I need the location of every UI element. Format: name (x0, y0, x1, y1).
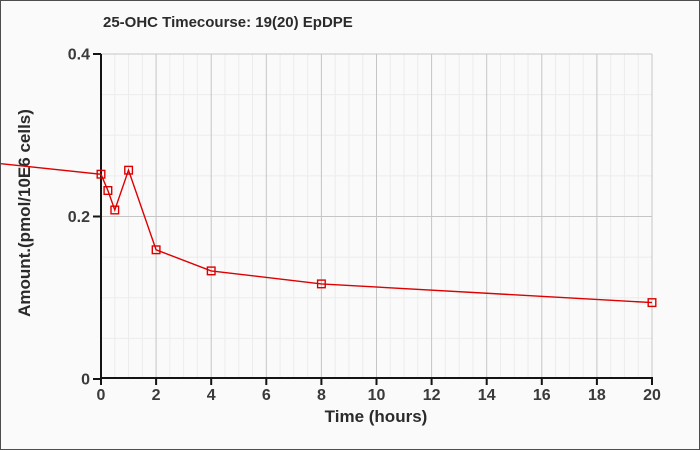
data-point-marker (647, 298, 657, 308)
series-line (1, 163, 653, 304)
data-point-marker (206, 266, 216, 276)
data-point-marker (96, 169, 106, 179)
y-tick-label: 0.4 (68, 47, 90, 64)
y-tick-label: 0.2 (68, 209, 90, 226)
data-point-marker (110, 205, 120, 215)
data-point-marker (124, 165, 134, 175)
axes (93, 53, 653, 385)
x-tick-label: 12 (423, 387, 441, 404)
major-gridlines (101, 53, 653, 378)
data-series (1, 163, 657, 308)
tick-labels: 0 2 4 6 8 10 12 14 16 18 20 0 0.2 0.4 (68, 47, 661, 404)
data-point-marker (316, 279, 326, 289)
x-tick-label: 20 (643, 387, 661, 404)
x-tick-label: 2 (152, 387, 161, 404)
x-tick-label: 14 (478, 387, 496, 404)
y-axis-label: Amount.(pmol/10E6 cells) (15, 109, 34, 317)
x-tick-label: 16 (533, 387, 551, 404)
chart-title: 25-OHC Timecourse: 19(20) EpDPE (103, 14, 353, 31)
x-tick-label: 0 (97, 387, 106, 404)
x-tick-label: 8 (317, 387, 326, 404)
data-point-marker (103, 185, 113, 195)
y-tick-label: 0 (81, 372, 90, 389)
x-tick-label: 6 (262, 387, 271, 404)
x-tick-label: 4 (207, 387, 216, 404)
data-point-marker (151, 245, 161, 255)
x-tick-label: 10 (368, 387, 386, 404)
x-tick-label: 18 (588, 387, 606, 404)
x-axis-label: Time (hours) (325, 407, 428, 426)
